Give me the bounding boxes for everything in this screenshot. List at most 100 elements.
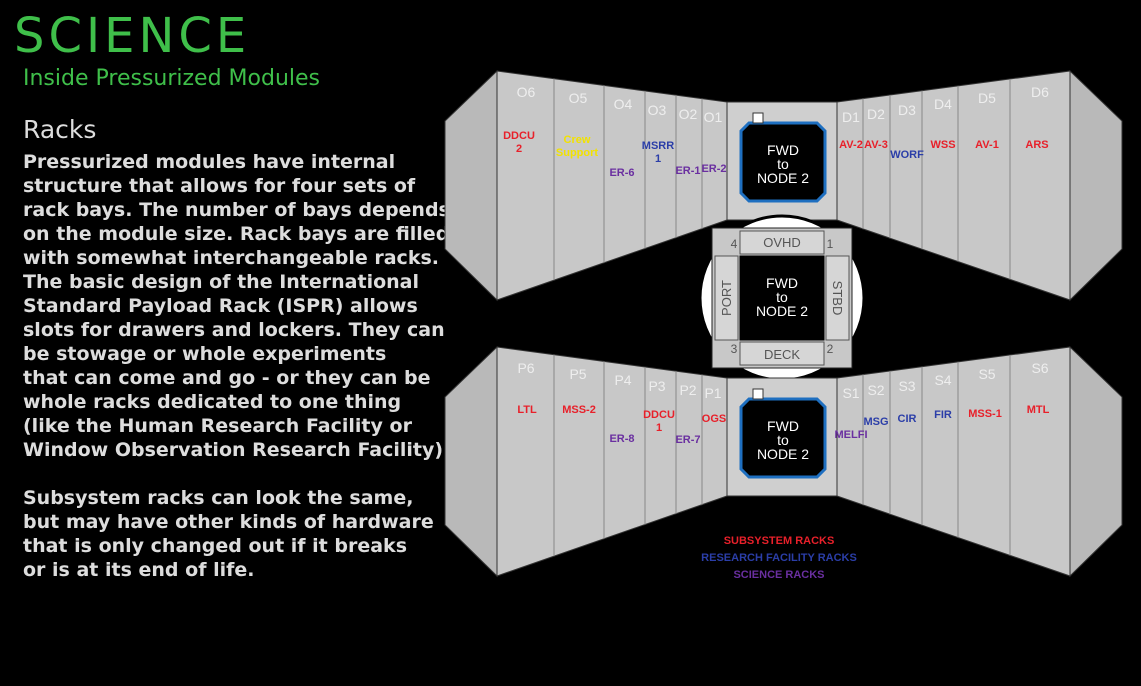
legend-item: SCIENCE RACKS	[733, 569, 824, 581]
deck-panel	[739, 341, 825, 366]
rack-label-line: AV-3	[864, 139, 888, 151]
rack-slot-label: P5	[569, 366, 586, 382]
rack-label: AV-1	[975, 139, 999, 151]
paragraph-line: Pressurized modules have internal	[23, 151, 396, 173]
cross-section-hatch-label: FWD to NODE 2	[756, 275, 808, 319]
rack-label-line: CIR	[898, 413, 917, 425]
rack-label-line: Support	[556, 147, 598, 159]
rack-slot-label: D3	[898, 102, 916, 118]
rack-slot-label: P4	[614, 372, 631, 388]
left-end-cap	[444, 69, 498, 302]
paragraph-line: whole racks dedicated to one thing	[23, 391, 402, 413]
paragraph-line: that is only changed out if it breaks	[23, 535, 407, 557]
left-end-cap	[444, 345, 498, 578]
rack-label-line: FIR	[934, 409, 952, 421]
hatch	[739, 121, 827, 203]
rack-slot-label: S4	[934, 372, 951, 388]
hatch-label: FWD to NODE 2	[757, 418, 809, 462]
rack-label: MTL	[1027, 404, 1050, 416]
hatch-label-line: NODE 2	[756, 303, 808, 319]
rack-label-line: WSS	[930, 139, 955, 151]
rack-slot-label: P3	[648, 378, 665, 394]
rack-label: MSS-1	[968, 408, 1002, 420]
hatch-label-line: NODE 2	[757, 170, 809, 186]
rack-label-line: ER-6	[609, 167, 634, 179]
rack-label-line: ER-1	[675, 165, 700, 177]
rack-label: LTL	[517, 404, 537, 416]
rack-label-line: ER-8	[609, 433, 634, 445]
right-end-cap	[1069, 345, 1123, 578]
rack-slot-label: S1	[842, 385, 859, 401]
rack-label: DDCU 2	[503, 130, 535, 155]
hatch-label-line: FWD	[766, 275, 798, 291]
rack-slot-label: D5	[978, 90, 996, 106]
hatch-label-line: NODE 2	[757, 446, 809, 462]
ovhd-panel	[739, 230, 825, 255]
rack-label: DDCU 1	[643, 409, 675, 434]
right-end-cap	[1069, 69, 1123, 302]
corner-number: 3	[731, 342, 738, 356]
rack-label-line: MTL	[1027, 404, 1050, 416]
rack-slot-label: D4	[934, 96, 952, 112]
rack-label: FIR	[934, 409, 952, 421]
corner-number: 2	[827, 342, 834, 356]
paragraph-line: structure that allows for four sets of	[23, 175, 416, 197]
page-subtitle: Inside Pressurized Modules	[23, 66, 320, 91]
top-module-diagram: O6 O5 O4 O3 O2 O1 D1 D2 D3 D4 D5 D6 DDCU 2 Crew Support…	[444, 69, 1123, 302]
rack-slot-label: S2	[867, 382, 884, 398]
paragraph-line: that can come and go - or they can be	[23, 367, 431, 389]
rack-label: ER-6	[609, 167, 634, 179]
rack-label: MSS-2	[562, 404, 596, 416]
hatch-marker	[752, 388, 764, 400]
rack-slot-label: S5	[978, 366, 995, 382]
rack-slot-label: P2	[679, 382, 696, 398]
rack-label-line: ER-2	[701, 163, 726, 175]
rack-slot-label: O3	[648, 102, 667, 118]
rack-label: OGS	[702, 413, 726, 425]
rack-slot-label: D6	[1031, 84, 1049, 100]
rack-label: WORF	[890, 149, 924, 161]
description-paragraph-1: Pressurized modules have internal structu…	[23, 150, 450, 462]
paragraph-line: Standard Payload Rack (ISPR) allows	[23, 295, 418, 317]
module-cross-section: OVHD DECK PORT STBD 4 1 3 2 FWD to NODE 2	[698, 214, 866, 382]
paragraph-line: Window Observation Research Facility).	[23, 439, 451, 461]
paragraph-line: slots for drawers and lockers. They can	[23, 319, 445, 341]
paragraph-line: (like the Human Research Facility or	[23, 415, 412, 437]
deck-label: DECK	[764, 347, 800, 362]
rack-slot-label: O2	[679, 106, 698, 122]
rack-label-line: DDCU	[643, 409, 675, 421]
rack-label: ER-2	[701, 163, 726, 175]
rack-label-line: OGS	[702, 413, 726, 425]
rack-label-line: ARS	[1025, 139, 1048, 151]
rack-label-line: MELFI	[835, 429, 868, 441]
paragraph-line: but may have other kinds of hardware	[23, 511, 434, 533]
rack-slot-label: O5	[569, 90, 588, 106]
paragraph-line: on the module size. Rack bays are filled	[23, 223, 450, 245]
paragraph-line: with somewhat interchangeable racks.	[23, 247, 439, 269]
rack-label-line: AV-2	[839, 139, 863, 151]
stbd-label: STBD	[830, 281, 845, 316]
rack-label: ER-8	[609, 433, 634, 445]
rack-slot-label: D1	[842, 109, 860, 125]
rack-label: MSG	[863, 416, 888, 428]
page-title: SCIENCE	[14, 8, 251, 64]
rack-slot-label: O1	[704, 109, 723, 125]
rack-label: AV-2	[839, 139, 863, 151]
rack-label-line: LTL	[517, 404, 537, 416]
hatch	[739, 397, 827, 479]
rack-label-line: ER-7	[675, 434, 700, 446]
rack-label: Crew Support	[556, 134, 598, 159]
bottom-module-diagram: P6 P5 P4 P3 P2 P1 S1 S2 S3 S4 S5 S6 LTL MSS-2 ER-8 DDCU…	[444, 345, 1123, 578]
rack-label: CIR	[898, 413, 917, 425]
hatch-label-line: to	[776, 289, 788, 305]
hatch-label-line: to	[777, 432, 789, 448]
rack-label: AV-3	[864, 139, 888, 151]
hatch-label-line: FWD	[767, 142, 799, 158]
rack-label-line: MSS-1	[968, 408, 1002, 420]
description-paragraph-2: Subsystem racks can look the same, but ma…	[23, 486, 434, 582]
rack-slot-label: P1	[704, 385, 721, 401]
port-panel	[714, 255, 739, 341]
legend-item: SUBSYSTEM RACKS	[724, 535, 835, 547]
rack-slot-label: O4	[614, 96, 633, 112]
